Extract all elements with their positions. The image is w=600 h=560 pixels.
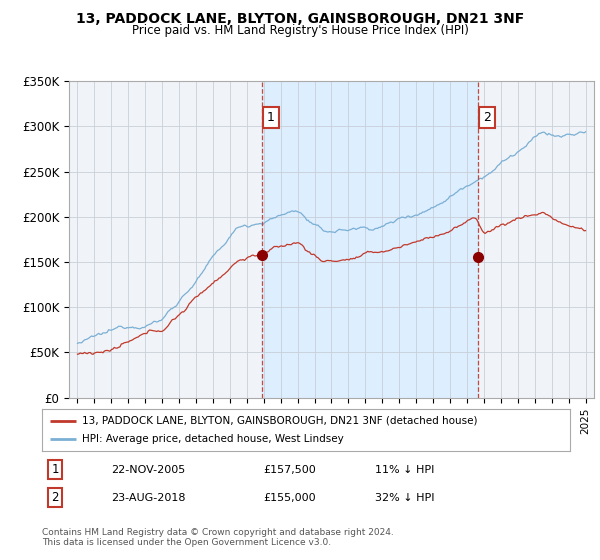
Text: 2: 2 [52,491,59,505]
Text: 13, PADDOCK LANE, BLYTON, GAINSBOROUGH, DN21 3NF (detached house): 13, PADDOCK LANE, BLYTON, GAINSBOROUGH, … [82,416,477,426]
Text: 2: 2 [483,111,491,124]
Bar [262,81,478,398]
Text: 13, PADDOCK LANE, BLYTON, GAINSBOROUGH, DN21 3NF: 13, PADDOCK LANE, BLYTON, GAINSBOROUGH, … [76,12,524,26]
Text: 1: 1 [52,463,59,476]
Text: 23-AUG-2018: 23-AUG-2018 [110,493,185,503]
Text: Contains HM Land Registry data © Crown copyright and database right 2024.
This d: Contains HM Land Registry data © Crown c… [42,528,394,547]
Text: £155,000: £155,000 [264,493,316,503]
Text: £157,500: £157,500 [264,465,317,475]
Text: 32% ↓ HPI: 32% ↓ HPI [374,493,434,503]
Text: 11% ↓ HPI: 11% ↓ HPI [374,465,434,475]
Text: 22-NOV-2005: 22-NOV-2005 [110,465,185,475]
Text: 1: 1 [267,111,275,124]
Text: HPI: Average price, detached house, West Lindsey: HPI: Average price, detached house, West… [82,434,343,444]
Text: Price paid vs. HM Land Registry's House Price Index (HPI): Price paid vs. HM Land Registry's House … [131,24,469,36]
